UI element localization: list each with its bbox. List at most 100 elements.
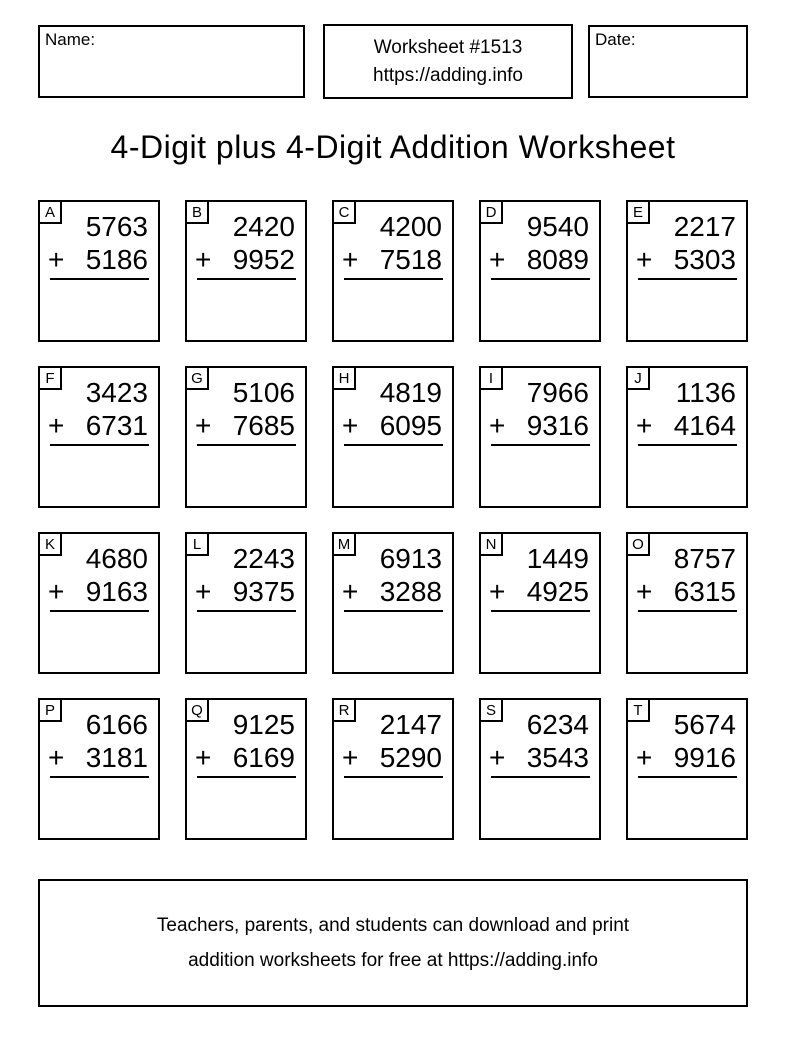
- answer-write-in-space: [481, 612, 599, 668]
- answer-write-in-space: [187, 280, 305, 336]
- answer-write-in-space: [40, 778, 158, 834]
- plus-operator: +: [636, 576, 653, 607]
- problem-card: I 7966 + 9316: [479, 366, 601, 508]
- answer-rule-line: [491, 610, 590, 612]
- top-addend: 5106: [232, 377, 295, 408]
- plus-operator: +: [195, 576, 212, 607]
- problem-letter-label: G: [187, 368, 209, 390]
- problem-card: S 6234 + 3543: [479, 698, 601, 840]
- answer-rule-line: [491, 444, 590, 446]
- answer-rule-line: [197, 776, 296, 778]
- problem-card: R 2147 + 5290: [332, 698, 454, 840]
- answer-rule-line: [491, 776, 590, 778]
- problems-grid: A 5763 + 5186 B 2420 + 9952 C 4200 + 751…: [38, 200, 748, 840]
- worksheet-number: Worksheet #1513: [373, 36, 523, 58]
- plus-operator: +: [489, 742, 506, 773]
- problem-letter-label: C: [334, 202, 356, 224]
- answer-rule-line: [50, 278, 149, 280]
- answer-write-in-space: [187, 612, 305, 668]
- answer-rule-line: [638, 278, 737, 280]
- date-label: Date:: [595, 30, 636, 49]
- plus-operator: +: [489, 244, 506, 275]
- bottom-addend: 5186: [85, 244, 148, 275]
- problem-card: B 2420 + 9952: [185, 200, 307, 342]
- plus-operator: +: [342, 576, 359, 607]
- answer-write-in-space: [481, 446, 599, 502]
- plus-operator: +: [195, 244, 212, 275]
- answer-rule-line: [197, 278, 296, 280]
- problem-card: D 9540 + 8089: [479, 200, 601, 342]
- problem-card: H 4819 + 6095: [332, 366, 454, 508]
- answer-rule-line: [197, 444, 296, 446]
- problem-letter-label: A: [40, 202, 62, 224]
- footer-line1: Teachers, parents, and students can down…: [156, 915, 630, 936]
- plus-operator: +: [48, 576, 65, 607]
- answer-rule-line: [638, 776, 737, 778]
- problem-letter-label: H: [334, 368, 356, 390]
- answer-rule-line: [638, 444, 737, 446]
- answer-write-in-space: [628, 446, 746, 502]
- top-addend: 9125: [232, 709, 295, 740]
- bottom-addend: 4164: [673, 410, 736, 441]
- problem-card: G 5106 + 7685: [185, 366, 307, 508]
- answer-write-in-space: [187, 778, 305, 834]
- problem-letter-label: T: [628, 700, 650, 722]
- problem-card: N 1449 + 4925: [479, 532, 601, 674]
- answer-rule-line: [344, 610, 443, 612]
- problem-card: E 2217 + 5303: [626, 200, 748, 342]
- answer-rule-line: [491, 278, 590, 280]
- top-addend: 7966: [526, 377, 589, 408]
- top-addend: 4200: [379, 211, 442, 242]
- worksheet-info-box: Worksheet #1513 https://adding.info: [323, 24, 573, 99]
- answer-write-in-space: [334, 778, 452, 834]
- answer-rule-line: [344, 776, 443, 778]
- problem-letter-label: J: [628, 368, 650, 390]
- answer-rule-line: [638, 610, 737, 612]
- answer-write-in-space: [40, 280, 158, 336]
- answer-write-in-space: [40, 446, 158, 502]
- plus-operator: +: [636, 742, 653, 773]
- top-addend: 1136: [675, 377, 736, 408]
- date-field-box: Date:: [588, 25, 748, 98]
- bottom-addend: 8089: [526, 244, 589, 275]
- problem-letter-label: D: [481, 202, 503, 224]
- footer-box: Teachers, parents, and students can down…: [38, 879, 748, 1007]
- bottom-addend: 3543: [526, 742, 589, 773]
- bottom-addend: 5303: [673, 244, 736, 275]
- problem-letter-label: N: [481, 534, 503, 556]
- problem-card: F 3423 + 6731: [38, 366, 160, 508]
- plus-operator: +: [342, 410, 359, 441]
- answer-rule-line: [50, 610, 149, 612]
- plus-operator: +: [489, 576, 506, 607]
- bottom-addend: 9916: [673, 742, 736, 773]
- problem-letter-label: R: [334, 700, 356, 722]
- problem-card: K 4680 + 9163: [38, 532, 160, 674]
- bottom-addend: 9163: [85, 576, 148, 607]
- top-addend: 6234: [526, 709, 589, 740]
- bottom-addend: 9952: [232, 244, 295, 275]
- problem-card: A 5763 + 5186: [38, 200, 160, 342]
- bottom-addend: 9375: [232, 576, 295, 607]
- answer-write-in-space: [187, 446, 305, 502]
- bottom-addend: 5290: [379, 742, 442, 773]
- problem-card: O 8757 + 6315: [626, 532, 748, 674]
- bottom-addend: 6095: [379, 410, 442, 441]
- problem-letter-label: K: [40, 534, 62, 556]
- plus-operator: +: [342, 742, 359, 773]
- answer-rule-line: [50, 444, 149, 446]
- bottom-addend: 6731: [85, 410, 148, 441]
- problem-card: P 6166 + 3181: [38, 698, 160, 840]
- top-addend: 1449: [526, 543, 589, 574]
- answer-rule-line: [344, 444, 443, 446]
- top-addend: 6166: [85, 709, 148, 740]
- top-addend: 8757: [673, 543, 736, 574]
- answer-rule-line: [197, 610, 296, 612]
- problem-letter-label: L: [187, 534, 209, 556]
- plus-operator: +: [48, 410, 65, 441]
- top-addend: 6913: [379, 543, 442, 574]
- bottom-addend: 3181: [85, 742, 148, 773]
- bottom-addend: 6169: [232, 742, 295, 773]
- answer-write-in-space: [40, 612, 158, 668]
- problem-letter-label: O: [628, 534, 650, 556]
